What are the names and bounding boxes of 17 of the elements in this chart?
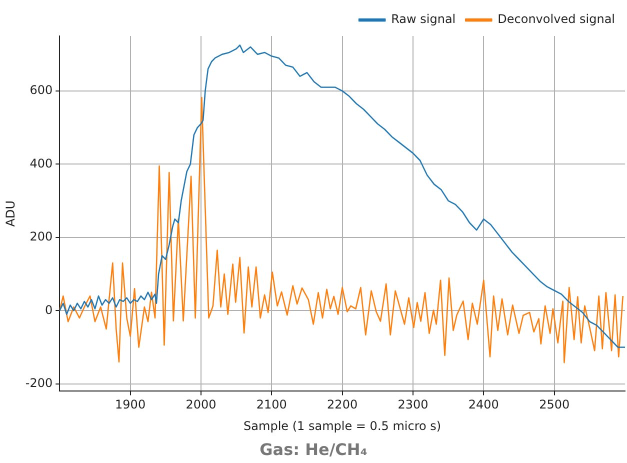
y-tick-label: 0 xyxy=(44,302,53,317)
legend-label: Raw signal xyxy=(391,12,456,26)
x-tick-label: 2300 xyxy=(398,398,428,412)
x-axis-title: Sample (1 sample = 0.5 micro s) xyxy=(244,418,442,433)
legend-label: Deconvolved signal xyxy=(498,12,615,26)
x-tick-label: 1900 xyxy=(115,398,146,412)
y-tick-label: 200 xyxy=(30,230,53,244)
y-tick-label: 600 xyxy=(30,83,53,98)
x-tick-label: 2500 xyxy=(539,398,570,412)
x-tick-label: 2200 xyxy=(327,398,358,412)
y-axis-title: ADU xyxy=(3,200,18,227)
y-tick-label: -200 xyxy=(25,376,53,390)
text: Gas: He/CH₄ xyxy=(258,440,368,459)
x-tick-label: 2400 xyxy=(468,398,499,412)
x-tick-label: 2000 xyxy=(186,398,216,412)
x-tick-label: 2100 xyxy=(256,398,287,412)
y-tick-label: 400 xyxy=(30,156,53,170)
